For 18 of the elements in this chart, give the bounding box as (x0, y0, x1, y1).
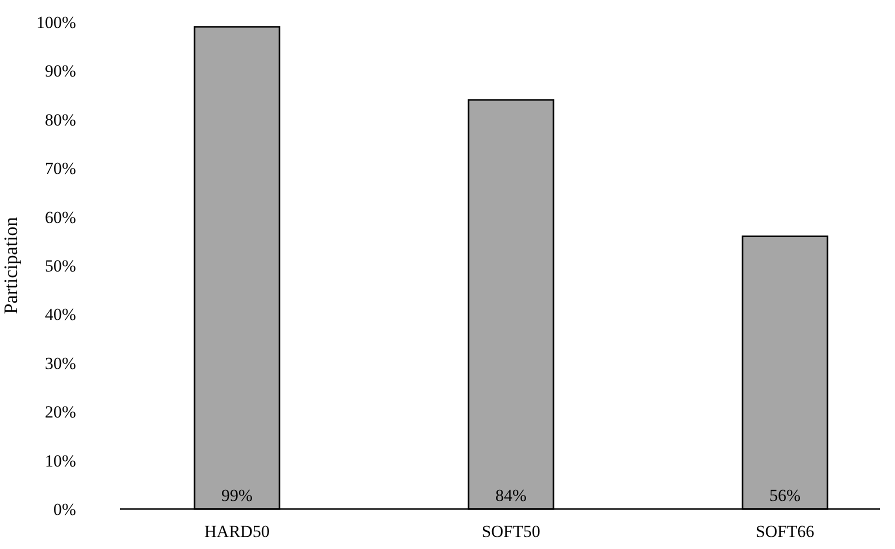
y-axis-title: Participation (1, 216, 22, 314)
y-tick-label: 30% (44, 354, 76, 373)
y-tick-label: 10% (44, 451, 76, 470)
y-tick-label: 90% (44, 62, 76, 81)
x-tick-label: SOFT66 (756, 522, 814, 541)
y-tick-label: 20% (44, 402, 76, 422)
data-label: 84% (495, 486, 527, 505)
x-tick-label: SOFT50 (482, 522, 540, 541)
y-tick-label: 50% (44, 256, 76, 276)
y-tick-label: 60% (44, 208, 76, 227)
y-tick-label: 0% (53, 500, 76, 519)
y-tick-label: 70% (44, 159, 76, 178)
x-tick-label: HARD50 (204, 522, 270, 541)
y-tick-label: 80% (44, 110, 76, 130)
data-label: 99% (221, 486, 253, 505)
data-label: 56% (769, 486, 801, 505)
y-tick-label: 100% (36, 12, 76, 32)
y-tick-label: 40% (44, 305, 76, 324)
